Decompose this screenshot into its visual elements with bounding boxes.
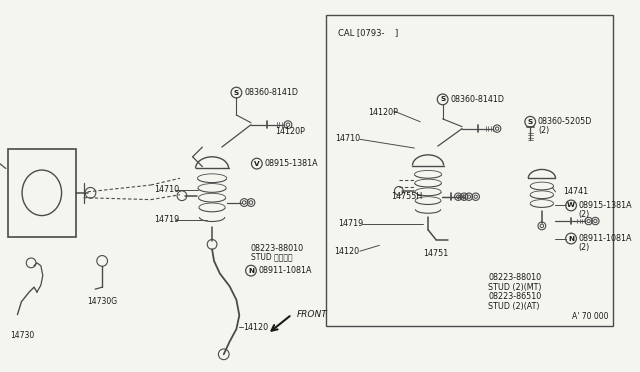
- Text: V: V: [254, 161, 260, 167]
- Text: 08223-88010: 08223-88010: [488, 273, 541, 282]
- Text: 08915-1381A: 08915-1381A: [579, 201, 632, 210]
- Text: 08360-8141D: 08360-8141D: [244, 88, 298, 97]
- Text: 14755H: 14755H: [391, 192, 422, 201]
- Text: 14741: 14741: [563, 187, 588, 196]
- Text: S: S: [440, 96, 445, 102]
- Text: STUD (2)(AT): STUD (2)(AT): [488, 302, 540, 311]
- Text: 14120P: 14120P: [275, 127, 305, 136]
- Text: A' 70 000: A' 70 000: [572, 312, 608, 321]
- Text: 08223-86510: 08223-86510: [488, 292, 541, 301]
- Text: 14719: 14719: [339, 219, 364, 228]
- Text: 14120: 14120: [333, 247, 359, 256]
- Text: CAL [0793-    ]: CAL [0793- ]: [337, 28, 398, 37]
- Text: STUD (2)(MT): STUD (2)(MT): [488, 283, 542, 292]
- Text: FRONT: FRONT: [297, 310, 328, 319]
- Text: 14730: 14730: [10, 331, 34, 340]
- Text: S: S: [527, 119, 533, 125]
- Text: (2): (2): [538, 126, 549, 135]
- Text: 14120P: 14120P: [368, 108, 397, 116]
- Text: 08223-88010: 08223-88010: [251, 244, 304, 253]
- Text: W: W: [567, 202, 575, 208]
- Text: 08360-5205D: 08360-5205D: [538, 117, 593, 126]
- Text: 14719: 14719: [154, 215, 179, 224]
- Text: 08911-1081A: 08911-1081A: [579, 234, 632, 243]
- Text: 08911-1081A: 08911-1081A: [259, 266, 312, 275]
- Text: 14710: 14710: [335, 134, 361, 143]
- Text: 08915-1381A: 08915-1381A: [264, 159, 318, 168]
- Text: (2): (2): [579, 210, 590, 219]
- Text: 14751: 14751: [423, 248, 449, 258]
- Text: 08360-8141D: 08360-8141D: [451, 95, 504, 104]
- Text: S: S: [234, 90, 239, 96]
- Bar: [8, 149, 76, 237]
- Bar: [326, 15, 613, 326]
- Text: 14120: 14120: [243, 323, 268, 331]
- Text: 14710: 14710: [154, 185, 179, 195]
- Text: N: N: [248, 267, 254, 274]
- Text: 14730G: 14730G: [88, 297, 118, 306]
- Text: N: N: [568, 235, 574, 241]
- Text: STUD スタッド: STUD スタッド: [251, 253, 292, 262]
- Text: (2): (2): [579, 243, 590, 252]
